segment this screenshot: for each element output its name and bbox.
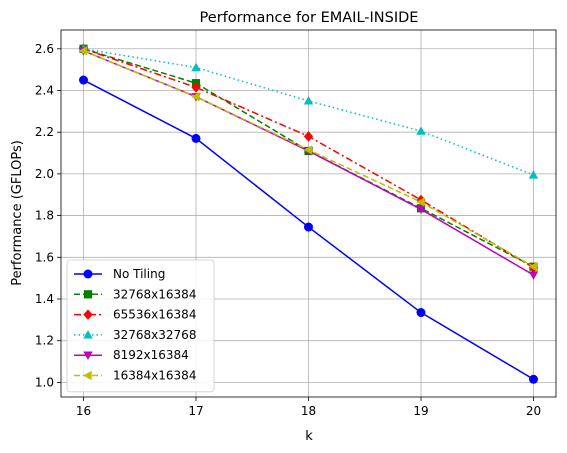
data-point xyxy=(303,222,313,232)
data-point xyxy=(303,131,314,142)
legend-label: 32768x16384 xyxy=(113,287,196,301)
chart-title: Performance for EMAIL-INSIDE xyxy=(200,10,419,26)
y-tick-label: 1.6 xyxy=(35,250,54,264)
data-point xyxy=(416,126,426,135)
data-point xyxy=(528,261,538,272)
data-point xyxy=(191,92,200,102)
legend-label: 16384x16384 xyxy=(113,369,196,383)
legend-item: 32768x16384 xyxy=(74,287,196,301)
legend-marker xyxy=(83,309,93,320)
y-tick-label: 1.8 xyxy=(35,209,54,223)
y-axis-label: Performance (GFLOPs) xyxy=(10,140,25,286)
data-point xyxy=(78,46,88,56)
x-tick-label: 18 xyxy=(301,404,316,418)
legend-marker xyxy=(83,370,92,381)
y-tick-label: 2.2 xyxy=(35,125,54,139)
x-tick-label: 20 xyxy=(526,404,541,418)
data-point xyxy=(416,308,426,318)
legend-marker xyxy=(83,330,93,339)
x-axis-label: k xyxy=(305,429,313,444)
y-tick-label: 1.4 xyxy=(35,292,54,306)
plot-frame xyxy=(60,29,557,398)
legend-label: 8192x16384 xyxy=(113,348,189,362)
legend-item: 16384x16384 xyxy=(74,369,196,383)
legend-item: 8192x16384 xyxy=(74,348,189,362)
series-1 xyxy=(79,75,538,384)
y-tick-label: 2.4 xyxy=(35,83,54,97)
legend-label: 32768x32768 xyxy=(113,328,196,342)
data-point xyxy=(79,75,89,85)
legend-item: 32768x32768 xyxy=(74,328,196,342)
series-line xyxy=(83,48,534,176)
legend-item: 65536x16384 xyxy=(74,308,196,322)
series-6 xyxy=(78,46,538,272)
series-group xyxy=(78,43,539,384)
legend-label: No Tiling xyxy=(113,267,165,281)
y-tick-label: 2.0 xyxy=(35,167,54,181)
x-tick-label: 19 xyxy=(413,404,428,418)
axes: 16 17 18 19 20 1.0 1.2 1.4 1.6 1.8 2.0 2.2 2.4 2.6 xyxy=(35,29,557,418)
data-point xyxy=(528,170,539,179)
legend-item: No Tiling xyxy=(74,267,165,281)
legend-marker xyxy=(83,269,93,279)
legend-marker xyxy=(83,290,93,299)
legend-marker xyxy=(83,351,93,361)
legend: No Tiling 32768x16384 65536x16384 32768x327… xyxy=(66,259,215,393)
y-tick-label: 1.2 xyxy=(35,334,54,348)
data-point xyxy=(528,271,539,280)
legend-label: 65536x16384 xyxy=(113,308,196,322)
data-point xyxy=(191,133,201,143)
legend-box xyxy=(66,259,215,393)
x-tick-label: 17 xyxy=(188,404,203,418)
y-tick-label: 2.6 xyxy=(35,42,54,56)
data-point xyxy=(303,96,314,105)
data-point xyxy=(528,374,538,384)
data-point xyxy=(191,62,201,72)
y-tick-label: 1.0 xyxy=(35,375,54,389)
data-point xyxy=(303,145,313,155)
data-point xyxy=(416,205,426,215)
data-point xyxy=(416,197,425,207)
data-point xyxy=(191,82,201,93)
x-tick-label: 16 xyxy=(76,404,91,418)
